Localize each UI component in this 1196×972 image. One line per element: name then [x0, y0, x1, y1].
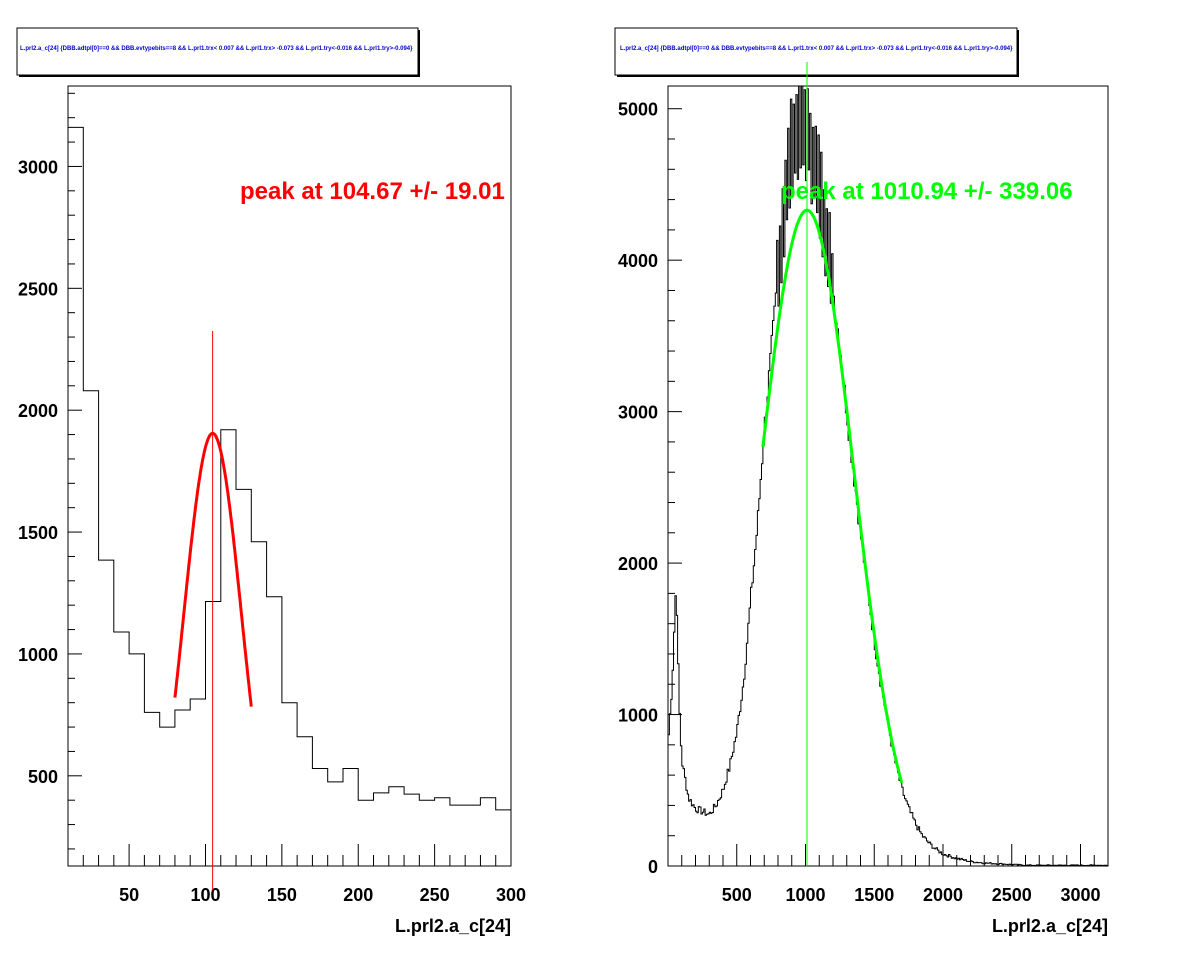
- right-y-tick-label-0: 0: [648, 857, 658, 877]
- left-x-tick-label-150: 150: [267, 885, 297, 905]
- left-y-tick-label-3000: 3000: [18, 157, 58, 177]
- right-chart-title: L.prl2.a_c[24] {DBB.adtpl[0]==0 && DBB.e…: [620, 46, 1013, 52]
- right-x-tick-label-1000: 1000: [785, 885, 825, 905]
- left-x-tick-label-250: 250: [420, 885, 450, 905]
- left-title-box: [16, 27, 419, 76]
- left-x-tick-label-300: 300: [496, 885, 526, 905]
- right-y-tick-label-3000: 3000: [618, 403, 658, 423]
- right-title-box: [614, 27, 1018, 76]
- left-x-axis-title: L.prl2.a_c[24]: [395, 916, 511, 936]
- left-chart-title: L.prl2.a_c[24] {DBB.adtpl[0]==0 && DBB.e…: [20, 46, 413, 52]
- left-y-tick-label-1000: 1000: [18, 645, 58, 665]
- right-x-tick-label-2500: 2500: [992, 885, 1032, 905]
- right-panel: L.prl2.a_c[24] {DBB.adtpl[0]==0 && DBB.e…: [614, 27, 1109, 936]
- left-y-tick-label-2000: 2000: [18, 401, 58, 421]
- left-x-tick-label-100: 100: [190, 885, 220, 905]
- right-gaussian-fit: [761, 208, 904, 784]
- left-x-tick-label-50: 50: [119, 885, 139, 905]
- right-x-tick-label-2000: 2000: [923, 885, 963, 905]
- right-y-tick-label-1000: 1000: [618, 706, 658, 726]
- right-y-tick-label-2000: 2000: [618, 554, 658, 574]
- left-x-tick-label-200: 200: [343, 885, 373, 905]
- right-x-tick-label-500: 500: [722, 885, 752, 905]
- right-y-tick-label-4000: 4000: [618, 251, 658, 271]
- left-y-tick-label-2500: 2500: [18, 279, 58, 299]
- right-x-axis-title: L.prl2.a_c[24]: [992, 916, 1108, 936]
- right-x-tick-label-3000: 3000: [1060, 885, 1100, 905]
- right-x-tick-label-1500: 1500: [854, 885, 894, 905]
- right-peak-annotation: peak at 1010.94 +/- 339.06: [781, 178, 1073, 205]
- left-y-tick-label-500: 500: [28, 767, 58, 787]
- right-y-tick-label-5000: 5000: [618, 100, 658, 120]
- left-histogram: [67, 126, 512, 866]
- left-y-tick-label-1500: 1500: [18, 523, 58, 543]
- left-panel: L.prl2.a_c[24] {DBB.adtpl[0]==0 && DBB.e…: [16, 27, 526, 936]
- left-peak-annotation: peak at 104.67 +/- 19.01: [240, 178, 505, 205]
